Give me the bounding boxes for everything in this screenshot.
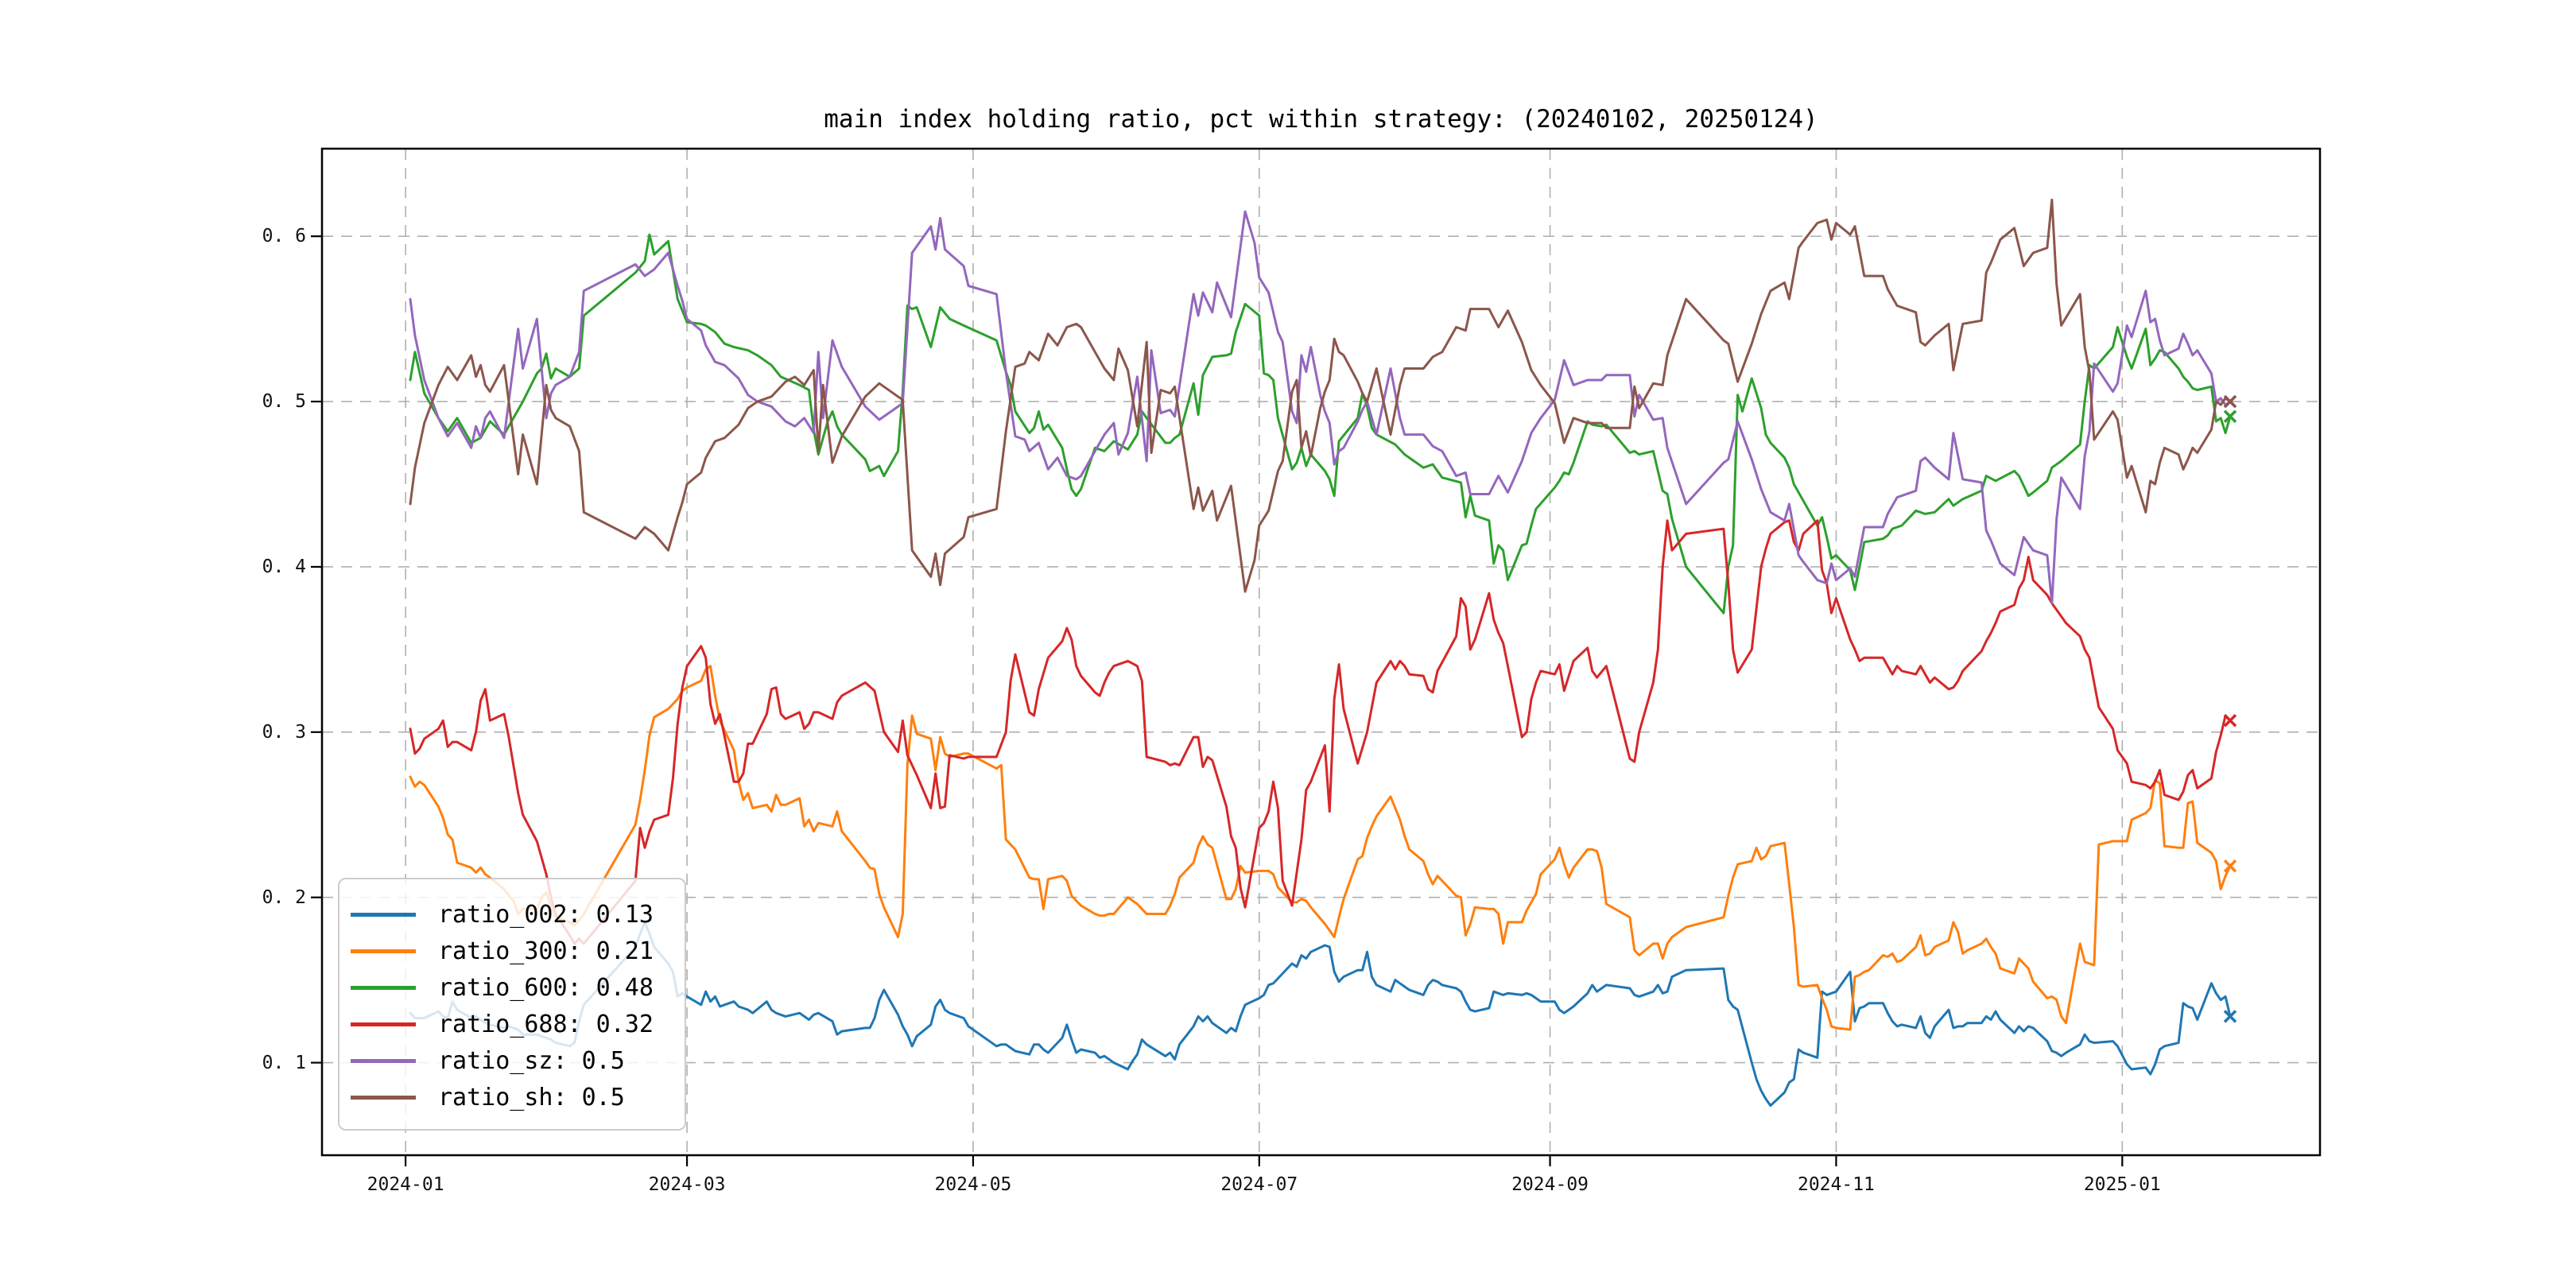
- y-tick-label: 0. 2: [262, 886, 306, 908]
- chart-title: main index holding ratio, pct within str…: [824, 105, 1818, 134]
- legend-item-ratio_sz: ratio_sz: 0.5: [351, 1042, 685, 1079]
- x-tick-label: 2024-11: [1797, 1174, 1875, 1195]
- legend-label-ratio_sz: ratio_sz: 0.5: [438, 1046, 625, 1075]
- end-marker-ratio_600: [2223, 409, 2237, 424]
- legend-item-ratio_688: ratio_688: 0.32: [351, 1006, 685, 1042]
- legend-swatch-ratio_300: [351, 949, 416, 953]
- series-line-ratio_300: [409, 665, 2232, 1031]
- end-marker-ratio_sh: [2223, 394, 2237, 409]
- end-marker-ratio_300: [2223, 859, 2237, 873]
- x-tick-label: 2024-07: [1220, 1174, 1298, 1195]
- legend-label-ratio_300: ratio_300: 0.21: [438, 937, 654, 965]
- y-tick-label: 0. 4: [262, 556, 306, 577]
- data-series-lines: [409, 198, 2232, 1108]
- legend-item-ratio_sh: ratio_sh: 0.5: [351, 1079, 685, 1115]
- axis-tick-marks: [311, 235, 2124, 1166]
- last-point-markers: [2223, 394, 2237, 1023]
- legend-label-ratio_600: ratio_600: 0.48: [438, 973, 654, 1002]
- legend-swatch-ratio_600: [351, 985, 416, 990]
- x-tick-label: 2024-03: [648, 1174, 726, 1195]
- legend-item-ratio_002: ratio_002: 0.13: [351, 896, 685, 933]
- legend-label-ratio_688: ratio_688: 0.32: [438, 1010, 654, 1038]
- legend-box: ratio_002: 0.13 ratio_300: 0.21 ratio_60…: [338, 878, 686, 1131]
- y-tick-label: 0. 5: [262, 391, 306, 413]
- end-marker-ratio_688: [2223, 714, 2237, 727]
- legend-swatch-ratio_sz: [351, 1058, 416, 1063]
- legend-swatch-ratio_002: [351, 912, 416, 917]
- legend-swatch-ratio_688: [351, 1022, 416, 1026]
- legend-item-ratio_600: ratio_600: 0.48: [351, 969, 685, 1006]
- x-tick-label: 2025-01: [2083, 1174, 2161, 1195]
- series-line-ratio_sh: [409, 198, 2232, 593]
- x-tick-label: 2024-09: [1511, 1174, 1589, 1195]
- legend-swatch-ratio_sh: [351, 1095, 416, 1100]
- end-marker-ratio_002: [2223, 1010, 2237, 1023]
- plot-frame: [320, 147, 2322, 1157]
- y-tick-label: 0. 3: [262, 721, 306, 743]
- series-line-ratio_600: [409, 233, 2232, 615]
- x-tick-label: 2024-01: [367, 1174, 444, 1195]
- legend-label-ratio_sh: ratio_sh: 0.5: [438, 1083, 625, 1111]
- y-tick-label: 0. 1: [262, 1052, 306, 1073]
- series-line-ratio_688: [409, 519, 2232, 945]
- legend-item-ratio_300: ratio_300: 0.21: [351, 933, 685, 969]
- legend-label-ratio_002: ratio_002: 0.13: [438, 900, 654, 929]
- y-tick-label: 0. 6: [262, 226, 306, 247]
- x-tick-label: 2024-05: [934, 1174, 1012, 1195]
- series-line-ratio_002: [409, 921, 2232, 1108]
